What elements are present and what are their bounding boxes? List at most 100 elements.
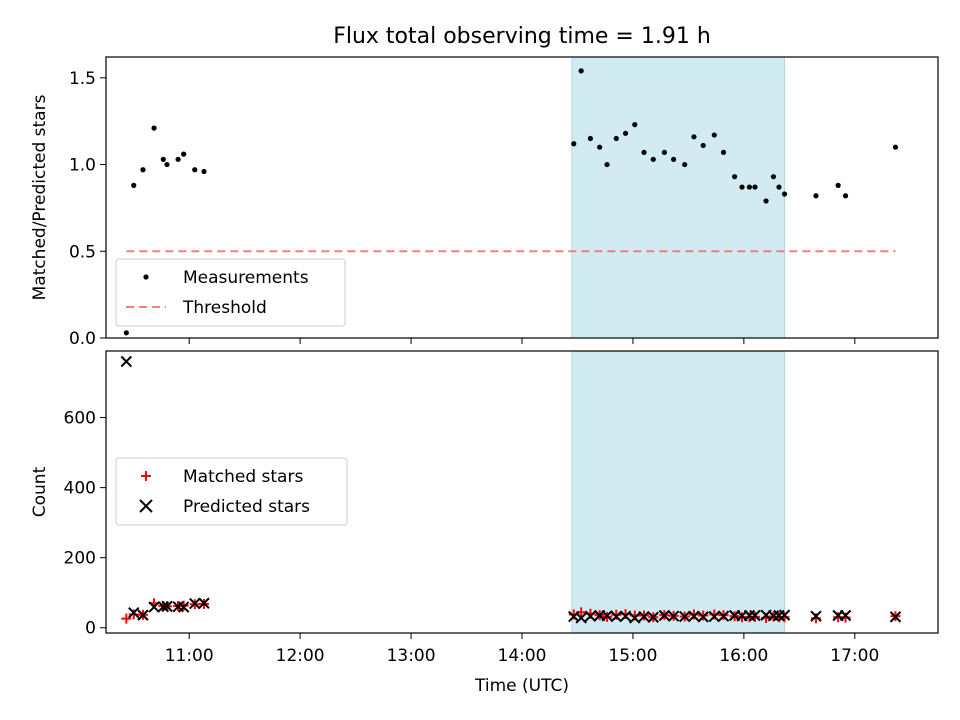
predicted-stars-point [601,610,613,622]
chart-title: Flux total observing time = 1.91 h [333,24,711,49]
predicted-stars-point [889,611,902,623]
predicted-stars-point [619,610,632,622]
cross-b [128,606,140,619]
measurement-point [587,135,594,142]
legend: Matched stars Predicted stars [115,457,348,526]
matched-stars-point [128,609,139,620]
predicted-stars-point [157,601,170,613]
matched-stars-point [688,609,699,620]
predicted-stars-point [678,610,691,623]
y-tick-label: 0.5 [69,242,96,262]
x-tick-label: 12:00 [276,646,325,666]
measurement-point [892,144,899,150]
predicted-stars-point [610,610,623,623]
measurement-point [746,184,753,190]
measurement-point [641,149,647,156]
predicted-stars-point [697,611,709,623]
predicted-stars-point [198,597,210,609]
measurement-point [835,182,841,188]
y-tick-label: 200 [64,549,96,569]
measurement-point [732,174,738,180]
measurement-point [175,156,181,162]
cross-b [157,601,170,613]
predicted-stars-point [584,610,597,622]
measurement-point [781,191,788,197]
x-tick-label: 17:00 [830,646,879,666]
measurement-point [650,156,656,162]
y-tick-label: 0.0 [69,329,96,349]
cross-b [678,610,691,623]
y-tick-label: 1.0 [69,156,96,176]
measurement-point [700,142,706,149]
measurement-point [160,156,166,162]
measurement-point [151,125,157,131]
x-tick-label: 15:00 [608,646,657,666]
x-tick-label: 11:00 [165,646,214,666]
matched-stars-point [611,609,622,620]
predicted-stars-point [810,610,822,622]
measurement-point [776,184,782,190]
measurement-point [661,149,667,156]
measurement-point [682,161,688,168]
measurement-point [739,184,745,190]
top-panel: 0.0 0.5 1.0 1.5 Matched/Predicted stars Measu… [30,56,939,349]
legend-measurement-swatch [143,274,149,280]
measurement-point [770,174,777,180]
predicted-stars-point [717,610,730,622]
cross-b [810,610,822,622]
predicted-stars-point [667,610,680,622]
measurement-point [671,156,677,162]
predicted-stars-point [638,610,650,623]
cross-b [658,609,671,622]
cross-b [148,601,160,613]
y-tick-label: 1.5 [69,69,96,89]
predicted-stars-point [161,600,173,613]
predicted-stars-point [148,601,160,613]
legend: Measurements Threshold [115,258,346,327]
cross-b [177,601,190,613]
measurement-point [571,141,577,147]
x-tick-label: 14:00 [498,646,547,666]
legend-label: Measurements [183,268,309,288]
cross-b [889,611,902,623]
x-axis-label: Time (UTC) [474,676,569,696]
measurement-point [597,144,603,150]
cross-b [638,610,650,623]
predicted-stars-point [575,612,587,624]
cross-b [161,600,173,613]
measurement-point [131,182,137,188]
measurement-point [622,130,629,136]
measurement-point [192,167,198,173]
measurement-point [164,161,170,168]
measurement-point [632,122,638,128]
measurement-point [691,134,697,140]
predicted-stars-point [120,355,133,368]
x-tick-label: 16:00 [719,646,768,666]
predicted-stars-point [189,597,201,610]
bottom-panel: 0 200 400 600 11:00 12:00 13:00 14:00 15:00 16:00… [30,350,939,696]
cross-b [619,610,632,622]
measurement-point [140,167,146,173]
predicted-stars-point [177,601,190,613]
measurement-point [720,149,727,156]
legend-label: Matched stars [183,467,303,487]
predicted-stars-point [708,610,720,623]
y-axis-label: Count [30,466,50,517]
measurement-point [752,184,758,190]
y-axis-label: Matched/Predicted stars [30,94,50,300]
cross-b [584,610,597,622]
measurement-point [201,168,207,175]
predicted-stars-point [778,609,791,621]
measurement-point [842,193,849,199]
predicted-stars-point [688,610,700,622]
cross-b [575,612,587,624]
observing-interval-shade [571,56,786,339]
cross-b [697,611,709,623]
measurement-point [123,330,129,336]
cross-b [120,355,133,368]
cross-b [667,610,680,622]
cross-b [708,610,720,623]
legend-label: Threshold [182,298,267,318]
measurement-point [578,68,584,74]
